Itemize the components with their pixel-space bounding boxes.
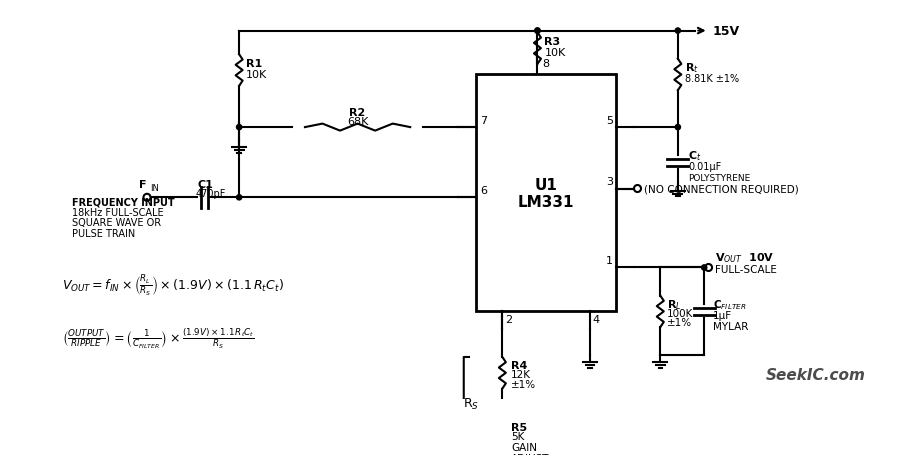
Text: 0.01μF: 0.01μF: [687, 162, 720, 172]
Text: SQUARE WAVE OR: SQUARE WAVE OR: [73, 218, 162, 228]
Text: R1: R1: [246, 59, 262, 69]
Text: 7: 7: [480, 116, 487, 126]
Text: 4: 4: [592, 314, 599, 324]
Text: 10K: 10K: [544, 48, 565, 58]
Text: U1: U1: [534, 177, 557, 192]
Text: 15V: 15V: [712, 25, 739, 38]
Text: 18kHz FULL-SCALE: 18kHz FULL-SCALE: [73, 207, 164, 217]
Text: IN: IN: [151, 184, 159, 193]
Text: R$_S$: R$_S$: [462, 396, 479, 411]
Text: C$_t$: C$_t$: [687, 148, 701, 162]
Circle shape: [701, 265, 706, 271]
Text: 68K: 68K: [346, 116, 368, 126]
Text: MYLAR: MYLAR: [712, 321, 747, 331]
Circle shape: [534, 29, 539, 34]
Circle shape: [675, 125, 680, 131]
Text: 100K: 100K: [666, 308, 693, 318]
Text: 10K: 10K: [246, 70, 267, 80]
Text: ADJUST: ADJUST: [511, 453, 549, 455]
Circle shape: [236, 195, 242, 201]
Text: C1: C1: [197, 179, 212, 189]
Text: 2: 2: [505, 314, 512, 324]
Text: $V_{OUT} = f_{IN} \times \left(\frac{R_L}{R_S}\right) \times (1.9V) \times (1.1\: $V_{OUT} = f_{IN} \times \left(\frac{R_L…: [62, 273, 284, 298]
Text: GAIN: GAIN: [511, 442, 537, 452]
Text: 5: 5: [606, 116, 612, 126]
Text: $\left(\frac{OUTPUT}{RIPPLE}\right) = \left(\frac{1}{C_{FILTER}}\right) \times \: $\left(\frac{OUTPUT}{RIPPLE}\right) = \l…: [62, 326, 254, 350]
Text: SeekIC.com: SeekIC.com: [765, 367, 865, 382]
Bar: [475, 75, 616, 312]
Text: POLYSTYRENE: POLYSTYRENE: [687, 173, 750, 182]
Text: 3: 3: [606, 177, 612, 187]
Text: V$_{OUT}$  10V: V$_{OUT}$ 10V: [714, 251, 773, 265]
Text: C$_{FILTER}$: C$_{FILTER}$: [712, 297, 745, 311]
Text: 8: 8: [541, 59, 549, 69]
Text: R$_L$: R$_L$: [666, 297, 681, 311]
Text: 12K: 12K: [511, 369, 530, 379]
Text: 1μF: 1μF: [712, 311, 732, 321]
Circle shape: [675, 29, 680, 34]
Text: ±1%: ±1%: [666, 318, 692, 328]
Text: 1: 1: [606, 256, 612, 266]
Text: FULL-SCALE: FULL-SCALE: [714, 264, 776, 274]
Circle shape: [534, 29, 539, 34]
Text: LM331: LM331: [517, 195, 573, 210]
Text: R5: R5: [511, 422, 527, 432]
Text: R2: R2: [349, 107, 366, 117]
Text: FREQUENCY INPUT: FREQUENCY INPUT: [73, 197, 175, 207]
Text: 6: 6: [480, 186, 487, 196]
Text: F: F: [139, 179, 146, 189]
Text: 8.81K ±1%: 8.81K ±1%: [684, 74, 738, 84]
Text: 470pF: 470pF: [195, 188, 225, 198]
Text: R4: R4: [511, 361, 527, 370]
Text: R$_t$: R$_t$: [684, 61, 698, 75]
Text: R3: R3: [544, 37, 560, 47]
Text: ±1%: ±1%: [511, 379, 536, 389]
Text: (NO CONNECTION REQUIRED): (NO CONNECTION REQUIRED): [644, 184, 799, 194]
Text: PULSE TRAIN: PULSE TRAIN: [73, 228, 135, 238]
Text: 5K: 5K: [511, 430, 524, 440]
Circle shape: [236, 125, 242, 131]
